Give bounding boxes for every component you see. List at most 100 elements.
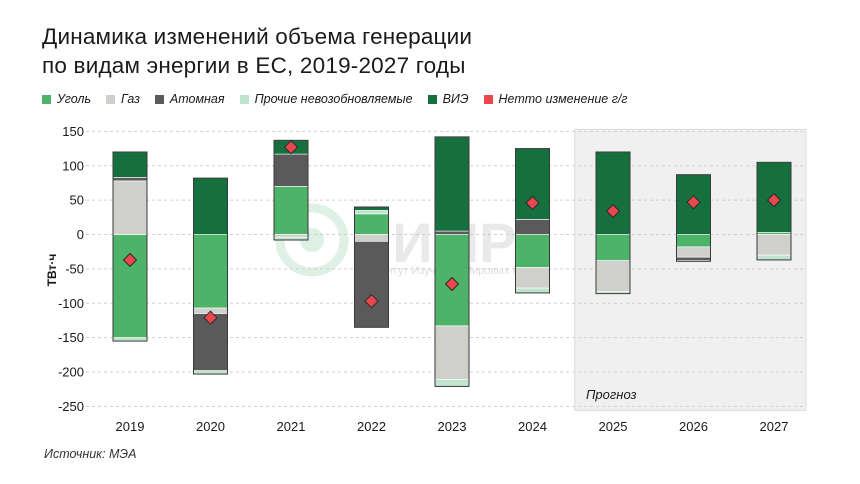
bar-coal-2022 [354, 213, 389, 235]
net-marker-2025 [605, 203, 621, 219]
bar-outline-2026 [676, 174, 711, 262]
bar-renewables-2020 [193, 177, 228, 235]
bar-nuclear-2019 [112, 177, 148, 182]
bar-outline-2020 [193, 177, 228, 375]
bar-group-2025 [595, 151, 631, 295]
bar-gas-2024 [515, 267, 550, 289]
bar-coal-2026 [676, 234, 711, 248]
bar-renewables-2023 [434, 136, 470, 232]
chart-title-line-2: по видам энергии в ЕС, 2019-2027 годы [42, 53, 466, 78]
y-axis-label: ТВт·ч [45, 254, 59, 287]
legend-item-coal: Уголь [42, 92, 91, 106]
bar-other-2019 [112, 337, 148, 342]
legend-item-renewables: ВИЭ [427, 92, 469, 106]
bar-coal-2019 [112, 234, 148, 338]
net-marker-2022 [364, 293, 379, 309]
legend-label-nuclear: Атомная [169, 92, 225, 106]
bar-group-2023 [434, 136, 470, 387]
legend-label-net: Нетто изменение г/г [498, 92, 628, 106]
x-tick-label: 2025 [599, 419, 628, 434]
net-marker-2027 [766, 192, 782, 208]
y-tick-label: -150 [58, 330, 84, 345]
bar-group-2019 [112, 151, 148, 342]
chart-legend: Уголь Газ Атомная Прочие невозобновляемы… [42, 92, 643, 106]
legend-swatch-net [483, 94, 493, 104]
bar-other-2027 [756, 254, 792, 261]
x-tick-label: 2026 [679, 419, 708, 434]
forecast-label: Прогноз [586, 387, 637, 402]
bar-group-2027 [756, 161, 792, 261]
legend-item-gas: Газ [106, 92, 140, 106]
y-tick-label: 50 [70, 193, 84, 208]
legend-swatch-gas [106, 94, 116, 104]
bar-nuclear-2026 [676, 256, 711, 261]
y-tick-label: -50 [65, 261, 84, 276]
y-tick-label: -250 [58, 399, 84, 414]
y-tick-label: -200 [58, 365, 84, 380]
bar-nuclear-2022 [354, 241, 389, 328]
x-tick-label: 2022 [357, 419, 386, 434]
legend-item-other: Прочие невозобновляемые [239, 92, 413, 106]
legend-label-gas: Газ [121, 92, 140, 106]
bar-other-2024 [515, 287, 550, 294]
x-tick-label: 2027 [760, 419, 789, 434]
bar-gas-2021 [273, 234, 309, 238]
bar-group-2026 [676, 174, 711, 262]
bar-renewables-2025 [595, 151, 631, 235]
x-axis-ticks: 2019 2020 2021 2022 2023 2024 2025 2026 2027 [116, 419, 789, 434]
bar-coal-2027 [756, 232, 792, 235]
y-tick-label: 0 [77, 227, 84, 242]
x-tick-label: 2020 [196, 419, 225, 434]
bar-coal-2020 [193, 234, 228, 309]
bar-coal-2021 [273, 186, 309, 235]
x-tick-label: 2021 [277, 419, 306, 434]
legend-label-other: Прочие невозобновляемые [254, 92, 413, 106]
bar-group-2020 [193, 177, 228, 375]
net-marker-2026 [686, 194, 701, 210]
y-tick-label: 150 [62, 124, 84, 139]
net-marker-2021 [283, 139, 299, 155]
bar-gas-2025 [595, 260, 631, 292]
net-markers [122, 139, 782, 325]
watermark: ИИМР Институт Изучения Мировых Рынков [275, 203, 551, 277]
bar-outline-2024 [515, 148, 550, 294]
legend-swatch-renewables [427, 94, 437, 104]
bars [112, 136, 792, 387]
legend-swatch-nuclear [154, 94, 164, 104]
bar-coal-2024 [515, 234, 550, 268]
bar-renewables-2019 [112, 151, 148, 178]
legend-label-renewables: ВИЭ [442, 92, 469, 106]
bar-nuclear-2023 [434, 230, 470, 235]
bar-renewables-2022 [354, 206, 389, 211]
bar-outline-2022 [354, 206, 389, 328]
chart-title: Динамика изменений объема генерации по в… [42, 22, 472, 80]
bar-group-2024 [515, 148, 550, 294]
bar-gas-2019 [112, 180, 148, 235]
bar-coal-2025 [595, 234, 631, 261]
bar-nuclear-2021 [273, 153, 309, 187]
chart-title-line-1: Динамика изменений объема генерации [42, 24, 473, 49]
bar-gas-2026 [676, 246, 711, 258]
y-tick-label: -100 [58, 296, 84, 311]
x-tick-label: 2019 [116, 419, 145, 434]
bar-group-2022 [354, 206, 389, 328]
bar-nuclear-2024 [515, 219, 550, 235]
bar-gas-2027 [756, 234, 792, 256]
bar-outline-2025 [595, 151, 631, 295]
bar-other-2023 [434, 379, 470, 387]
legend-item-net: Нетто изменение г/г [483, 92, 628, 106]
net-marker-2020 [203, 310, 218, 325]
bar-gas-2023 [434, 325, 470, 380]
net-marker-2024 [525, 195, 540, 211]
bar-outline-2027 [756, 161, 792, 261]
bar-group-2021 [273, 139, 309, 241]
x-tick-label: 2024 [518, 419, 547, 434]
legend-label-coal: Уголь [57, 92, 92, 106]
y-tick-label: 100 [62, 158, 84, 173]
bar-outline-2023 [434, 136, 470, 387]
source-note: Источник: МЭА [44, 447, 137, 461]
x-tick-label: 2023 [438, 419, 467, 434]
bar-other-2022 [354, 210, 389, 215]
bar-other-2020 [193, 370, 228, 375]
